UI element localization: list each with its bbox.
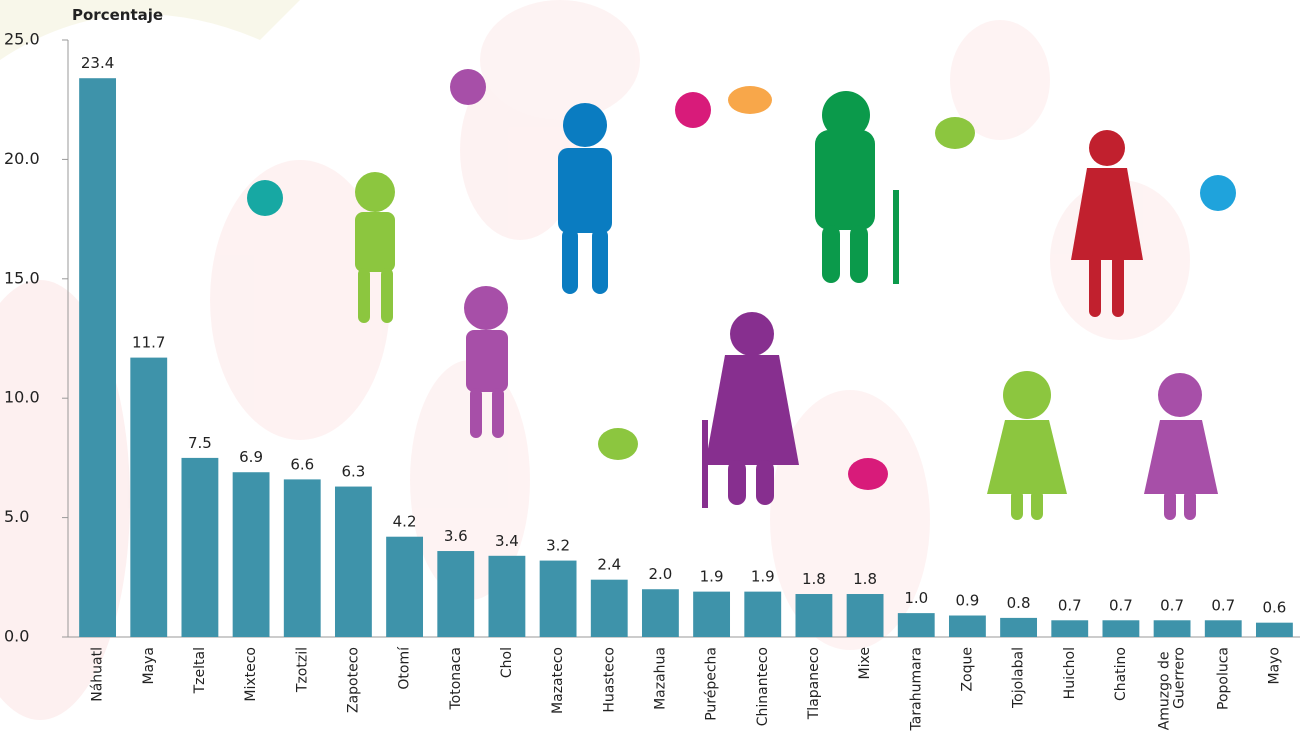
value-label: 6.6	[290, 455, 314, 473]
value-label: 7.5	[188, 434, 212, 452]
bar	[1000, 617, 1038, 637]
pictograms	[247, 69, 1236, 520]
bar	[1255, 622, 1293, 637]
bar	[130, 357, 168, 637]
y-tick-label: 15.0	[4, 268, 40, 287]
x-tick-label: Mazateco	[550, 647, 566, 714]
value-label: 4.2	[393, 513, 417, 531]
value-label: 23.4	[81, 54, 114, 72]
x-tick-label: Tzeltal	[192, 647, 208, 694]
x-tick-label: Mixe	[857, 647, 873, 679]
x-tick-label: Chatino	[1113, 647, 1129, 701]
x-tick-label: Totonaca	[448, 647, 464, 711]
value-label: 0.8	[1007, 594, 1031, 612]
bar	[693, 591, 731, 637]
y-tick-label: 10.0	[4, 388, 40, 407]
value-label: 0.9	[955, 592, 979, 610]
x-tick-label: Náhuatl	[90, 647, 106, 702]
bar	[846, 594, 884, 637]
value-label: 6.9	[239, 448, 263, 466]
value-label: 2.4	[597, 556, 621, 574]
value-label: 1.8	[853, 570, 877, 588]
bar	[897, 613, 935, 637]
y-tick-label: 20.0	[4, 149, 40, 168]
bar	[590, 579, 628, 637]
bar	[795, 594, 833, 637]
bar	[79, 78, 117, 637]
y-tick-label: 25.0	[4, 30, 40, 49]
value-label: 0.7	[1211, 596, 1235, 614]
bar	[948, 615, 986, 637]
value-label: 0.7	[1058, 596, 1082, 614]
x-tick-label: Huichol	[1062, 647, 1078, 699]
value-label: 2.0	[648, 565, 672, 583]
x-tick-label: Mazahua	[652, 647, 668, 710]
value-label: 3.4	[495, 532, 519, 550]
x-tick-label: Tojolabal	[1011, 647, 1027, 709]
value-label: 0.7	[1160, 596, 1184, 614]
value-label: 1.9	[751, 568, 775, 586]
value-label: 0.7	[1109, 596, 1133, 614]
bar	[334, 486, 372, 637]
bar	[181, 457, 219, 637]
bar	[1153, 620, 1191, 637]
x-tick-label: Tzotzil	[294, 647, 310, 693]
x-tick-label: Huasteco	[601, 647, 617, 713]
bar	[386, 536, 424, 637]
x-tick-label: Purépecha	[704, 647, 720, 721]
bar	[744, 591, 782, 637]
value-label: 1.0	[904, 589, 928, 607]
bar	[1102, 620, 1140, 637]
bar	[539, 560, 577, 637]
value-label: 1.9	[700, 568, 724, 586]
x-tick-label: Chinanteco	[755, 647, 771, 726]
x-tick-label: Chol	[499, 647, 515, 678]
bar	[1051, 620, 1089, 637]
bar	[488, 555, 526, 637]
bar	[1204, 620, 1242, 637]
x-tick-label: Maya	[141, 647, 157, 685]
x-tick-label: Tarahumara	[908, 647, 924, 731]
value-label: 1.8	[802, 570, 826, 588]
bar	[232, 472, 270, 637]
x-tick-label: Mixteco	[243, 647, 259, 702]
value-label: 3.2	[546, 537, 570, 555]
value-label: 3.6	[444, 527, 468, 545]
value-label: 0.6	[1262, 599, 1286, 617]
value-label: 11.7	[132, 334, 165, 352]
x-tick-label: Amuzgo de Guerrero	[1157, 647, 1188, 730]
bar	[283, 479, 321, 637]
x-tick-label: Zoque	[959, 647, 975, 692]
y-tick-label: 0.0	[4, 627, 29, 646]
y-tick-label: 5.0	[4, 507, 29, 526]
bar	[641, 589, 679, 637]
x-tick-label: Otomí	[397, 646, 413, 690]
value-label: 6.3	[341, 463, 365, 481]
bar	[437, 551, 475, 637]
axis-title: Porcentaje	[72, 6, 163, 24]
x-tick-label: Zapoteco	[345, 647, 361, 713]
x-tick-label: Tlapaneco	[806, 647, 822, 720]
x-tick-label: Popoluca	[1215, 647, 1231, 710]
x-tick-label: Mayo	[1266, 647, 1282, 685]
